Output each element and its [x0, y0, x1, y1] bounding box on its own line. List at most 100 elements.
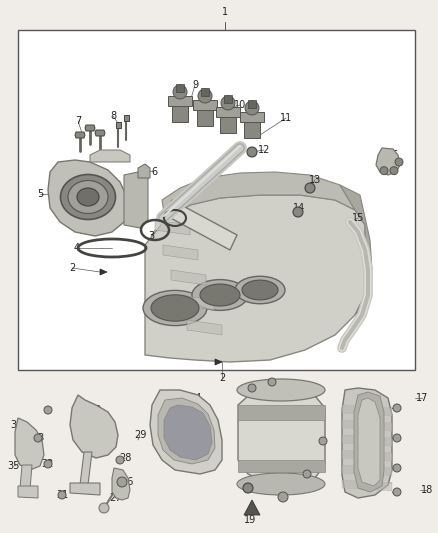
Polygon shape — [18, 486, 38, 498]
Circle shape — [395, 158, 403, 166]
Ellipse shape — [77, 188, 99, 206]
Circle shape — [390, 167, 398, 175]
Polygon shape — [70, 395, 118, 458]
Circle shape — [305, 183, 315, 193]
Text: 2: 2 — [69, 263, 75, 273]
Text: 10: 10 — [234, 100, 246, 110]
Circle shape — [319, 437, 327, 445]
Circle shape — [247, 147, 257, 157]
Polygon shape — [187, 320, 222, 335]
Circle shape — [58, 491, 66, 499]
Polygon shape — [48, 160, 128, 236]
Polygon shape — [145, 195, 365, 362]
Polygon shape — [15, 418, 44, 470]
Polygon shape — [215, 359, 222, 365]
Polygon shape — [342, 450, 392, 461]
Text: 28: 28 — [119, 453, 131, 463]
Text: 25: 25 — [179, 463, 191, 473]
Text: 20: 20 — [274, 485, 286, 495]
Polygon shape — [80, 452, 92, 485]
Polygon shape — [163, 245, 198, 260]
Polygon shape — [342, 420, 392, 431]
Circle shape — [303, 470, 311, 478]
Polygon shape — [138, 164, 150, 178]
Text: 17: 17 — [416, 393, 428, 403]
Bar — [238, 405, 325, 420]
Bar — [238, 460, 325, 472]
Bar — [18, 30, 415, 370]
Circle shape — [116, 456, 124, 464]
Circle shape — [44, 406, 52, 414]
Polygon shape — [220, 115, 236, 133]
Polygon shape — [248, 100, 256, 108]
Text: 7: 7 — [75, 116, 81, 126]
Text: 24: 24 — [189, 393, 201, 403]
Polygon shape — [158, 398, 215, 464]
Polygon shape — [201, 88, 209, 96]
Polygon shape — [342, 465, 392, 476]
Polygon shape — [164, 405, 212, 460]
Polygon shape — [85, 125, 95, 131]
Ellipse shape — [242, 280, 278, 300]
Ellipse shape — [192, 280, 248, 310]
Text: 35: 35 — [8, 461, 20, 471]
Text: 4: 4 — [74, 243, 80, 253]
Circle shape — [393, 464, 401, 472]
Circle shape — [99, 503, 109, 513]
Circle shape — [173, 85, 187, 99]
Polygon shape — [70, 483, 100, 495]
Polygon shape — [155, 220, 190, 235]
Circle shape — [393, 404, 401, 412]
Polygon shape — [112, 468, 130, 500]
Polygon shape — [193, 100, 217, 110]
Circle shape — [380, 167, 388, 175]
Text: 31: 31 — [56, 490, 68, 500]
Polygon shape — [376, 148, 400, 175]
Polygon shape — [358, 398, 380, 486]
Polygon shape — [342, 388, 392, 498]
Text: 13: 13 — [309, 175, 321, 185]
Text: 9: 9 — [192, 80, 198, 90]
Text: 27: 27 — [109, 493, 121, 503]
Ellipse shape — [143, 290, 207, 326]
Polygon shape — [90, 150, 130, 162]
Circle shape — [268, 378, 276, 386]
Circle shape — [243, 483, 253, 493]
Text: 21: 21 — [294, 463, 306, 473]
Circle shape — [44, 460, 52, 468]
Polygon shape — [172, 104, 188, 122]
Polygon shape — [165, 200, 237, 250]
Text: 23: 23 — [297, 410, 309, 420]
Polygon shape — [124, 172, 148, 228]
Polygon shape — [179, 295, 214, 310]
Text: 12: 12 — [258, 145, 270, 155]
Polygon shape — [75, 132, 85, 138]
Text: 18: 18 — [421, 485, 433, 495]
Circle shape — [198, 89, 212, 103]
Polygon shape — [176, 84, 184, 92]
Text: 3: 3 — [148, 231, 154, 241]
Polygon shape — [168, 96, 192, 106]
Polygon shape — [224, 95, 232, 103]
Text: 6: 6 — [151, 167, 157, 177]
Ellipse shape — [235, 276, 285, 304]
Ellipse shape — [237, 473, 325, 495]
Circle shape — [248, 384, 256, 392]
Text: 19: 19 — [244, 515, 256, 525]
Ellipse shape — [200, 284, 240, 306]
Circle shape — [221, 96, 235, 110]
Polygon shape — [216, 107, 240, 117]
Text: 16: 16 — [387, 150, 399, 160]
Text: 8: 8 — [110, 111, 116, 121]
Text: 1: 1 — [222, 7, 228, 17]
Circle shape — [34, 434, 42, 442]
Ellipse shape — [68, 181, 108, 214]
Ellipse shape — [237, 379, 325, 401]
Circle shape — [293, 207, 303, 217]
Text: 29: 29 — [134, 430, 146, 440]
Polygon shape — [244, 500, 260, 515]
Text: 11: 11 — [280, 113, 292, 123]
Polygon shape — [340, 185, 372, 315]
Ellipse shape — [60, 174, 116, 220]
Text: 32: 32 — [42, 459, 54, 469]
